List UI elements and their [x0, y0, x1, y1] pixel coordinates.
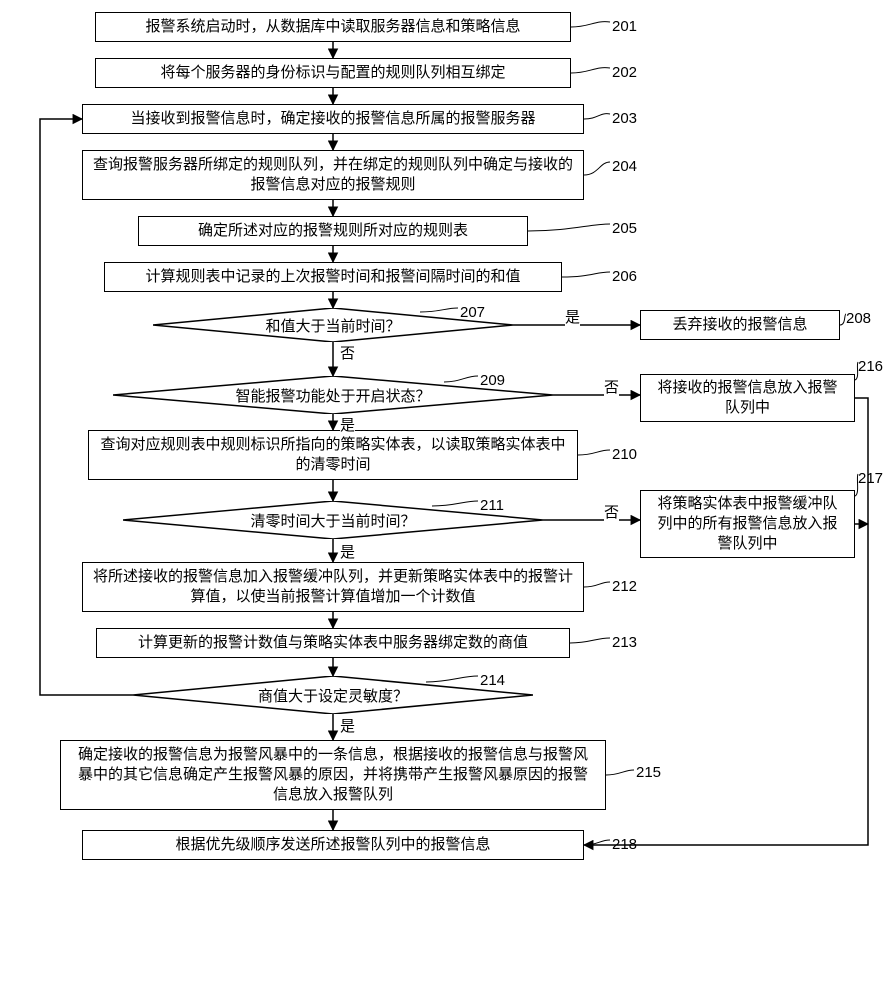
flow-node-n215: 确定接收的报警信息为报警风暴中的一条信息，根据接收的报警信息与报警风暴中的其它信… [60, 740, 606, 810]
flow-node-n203: 当接收到报警信息时，确定接收的报警信息所属的报警服务器 [82, 104, 584, 134]
leader-line [562, 272, 610, 277]
flow-node-text: 将所述接收的报警信息加入报警缓冲队列，并更新策略实体表中的报警计算值，以使当前报… [93, 567, 573, 608]
step-ref-209: 209 [480, 372, 505, 389]
flow-node-n213: 计算更新的报警计数值与策略实体表中服务器绑定数的商值 [96, 628, 570, 658]
flow-node-n217: 将策略实体表中报警缓冲队列中的所有报警信息放入报警队列中 [640, 490, 855, 558]
flow-node-n218: 根据优先级顺序发送所述报警队列中的报警信息 [82, 830, 584, 860]
edge-label-no209: 否 [604, 376, 619, 397]
flow-node-n210: 查询对应规则表中规则标识所指向的策略实体表，以读取策略实体表中的清零时间 [88, 430, 578, 480]
leader-line [584, 162, 610, 175]
edge-label-yes211: 是 [340, 541, 355, 562]
leader-line [584, 840, 610, 845]
step-ref-213: 213 [612, 634, 637, 651]
flow-node-text: 丢弃接收的报警信息 [672, 315, 807, 335]
step-ref-214: 214 [480, 672, 505, 689]
decision-node-d214: 商值大于设定灵敏度？ [133, 676, 533, 714]
step-ref-216: 216 [858, 358, 883, 375]
step-ref-204: 204 [612, 158, 637, 175]
leader-line [570, 638, 610, 643]
leader-line [606, 770, 634, 775]
decision-text: 和值大于当前时间？ [153, 308, 513, 342]
leader-line [571, 68, 610, 73]
flow-node-text: 计算更新的报警计数值与策略实体表中服务器绑定数的商值 [138, 633, 528, 653]
flow-node-text: 确定接收的报警信息为报警风暴中的一条信息，根据接收的报警信息与报警风暴中的其它信… [71, 745, 595, 806]
flow-node-text: 根据优先级顺序发送所述报警队列中的报警信息 [175, 835, 490, 855]
leader-line [528, 224, 610, 231]
edge-label-no211: 否 [604, 501, 619, 522]
step-ref-201: 201 [612, 18, 637, 35]
step-ref-217: 217 [858, 470, 883, 487]
flow-node-text: 查询报警服务器所绑定的规则队列，并在绑定的规则队列中确定与接收的报警信息对应的报… [93, 155, 573, 196]
step-ref-208: 208 [846, 310, 871, 327]
edge-label-no207: 否 [340, 342, 355, 363]
step-ref-210: 210 [612, 446, 637, 463]
flow-node-n204: 查询报警服务器所绑定的规则队列，并在绑定的规则队列中确定与接收的报警信息对应的报… [82, 150, 584, 200]
flow-node-text: 将每个服务器的身份标识与配置的规则队列相互绑定 [160, 63, 505, 83]
decision-text: 商值大于设定灵敏度？ [133, 676, 533, 714]
flow-node-n216: 将接收的报警信息放入报警队列中 [640, 374, 855, 422]
flow-node-n206: 计算规则表中记录的上次报警时间和报警间隔时间的和值 [104, 262, 562, 292]
edge-label-yes214: 是 [340, 715, 355, 736]
flow-node-text: 报警系统启动时，从数据库中读取服务器信息和策略信息 [145, 17, 520, 37]
flow-node-text: 查询对应规则表中规则标识所指向的策略实体表，以读取策略实体表中的清零时间 [99, 435, 567, 476]
step-ref-215: 215 [636, 764, 661, 781]
leader-line [584, 582, 610, 587]
leader-line [578, 450, 610, 455]
step-ref-206: 206 [612, 268, 637, 285]
edge-label-yes207: 是 [565, 306, 580, 327]
flow-node-text: 计算规则表中记录的上次报警时间和报警间隔时间的和值 [145, 267, 520, 287]
flow-node-n202: 将每个服务器的身份标识与配置的规则队列相互绑定 [95, 58, 571, 88]
flow-node-n201: 报警系统启动时，从数据库中读取服务器信息和策略信息 [95, 12, 571, 42]
edge-label-yes209: 是 [340, 414, 355, 435]
decision-node-d207: 和值大于当前时间？ [153, 308, 513, 342]
flow-node-n212: 将所述接收的报警信息加入报警缓冲队列，并更新策略实体表中的报警计算值，以使当前报… [82, 562, 584, 612]
flow-node-n208: 丢弃接收的报警信息 [640, 310, 840, 340]
leader-line [571, 22, 610, 27]
edge [584, 398, 868, 845]
step-ref-211: 211 [480, 497, 504, 514]
step-ref-207: 207 [460, 304, 485, 321]
flow-node-text: 当接收到报警信息时，确定接收的报警信息所属的报警服务器 [130, 109, 535, 129]
step-ref-202: 202 [612, 64, 637, 81]
step-ref-205: 205 [612, 220, 637, 237]
step-ref-218: 218 [612, 836, 637, 853]
flow-node-text: 将策略实体表中报警缓冲队列中的所有报警信息放入报警队列中 [651, 494, 844, 555]
flow-node-text: 确定所述对应的报警规则所对应的规则表 [198, 221, 468, 241]
step-ref-212: 212 [612, 578, 637, 595]
step-ref-203: 203 [612, 110, 637, 127]
leader-line [584, 114, 610, 119]
flow-node-n205: 确定所述对应的报警规则所对应的规则表 [138, 216, 528, 246]
flow-node-text: 将接收的报警信息放入报警队列中 [651, 378, 844, 419]
